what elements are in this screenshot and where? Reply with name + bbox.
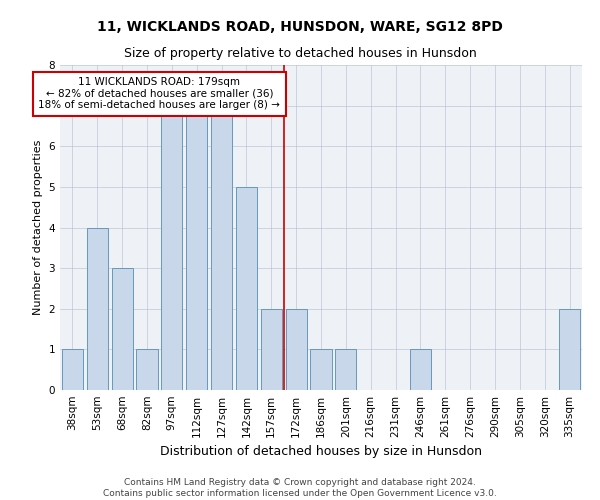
X-axis label: Distribution of detached houses by size in Hunsdon: Distribution of detached houses by size … [160, 446, 482, 458]
Bar [286, 308, 307, 390]
Bar [261, 308, 282, 390]
Bar [186, 106, 207, 390]
Bar [112, 268, 133, 390]
Bar [161, 106, 182, 390]
Bar [410, 350, 431, 390]
Bar [87, 228, 108, 390]
Text: Contains HM Land Registry data © Crown copyright and database right 2024.
Contai: Contains HM Land Registry data © Crown c… [103, 478, 497, 498]
Bar [310, 350, 332, 390]
Bar [236, 187, 257, 390]
Text: 11, WICKLANDS ROAD, HUNSDON, WARE, SG12 8PD: 11, WICKLANDS ROAD, HUNSDON, WARE, SG12 … [97, 20, 503, 34]
Bar [559, 308, 580, 390]
Bar [136, 350, 158, 390]
Bar [335, 350, 356, 390]
Bar [62, 350, 83, 390]
Bar [211, 106, 232, 390]
Text: Size of property relative to detached houses in Hunsdon: Size of property relative to detached ho… [124, 48, 476, 60]
Y-axis label: Number of detached properties: Number of detached properties [33, 140, 43, 315]
Text: 11 WICKLANDS ROAD: 179sqm
← 82% of detached houses are smaller (36)
18% of semi-: 11 WICKLANDS ROAD: 179sqm ← 82% of detac… [38, 77, 280, 110]
